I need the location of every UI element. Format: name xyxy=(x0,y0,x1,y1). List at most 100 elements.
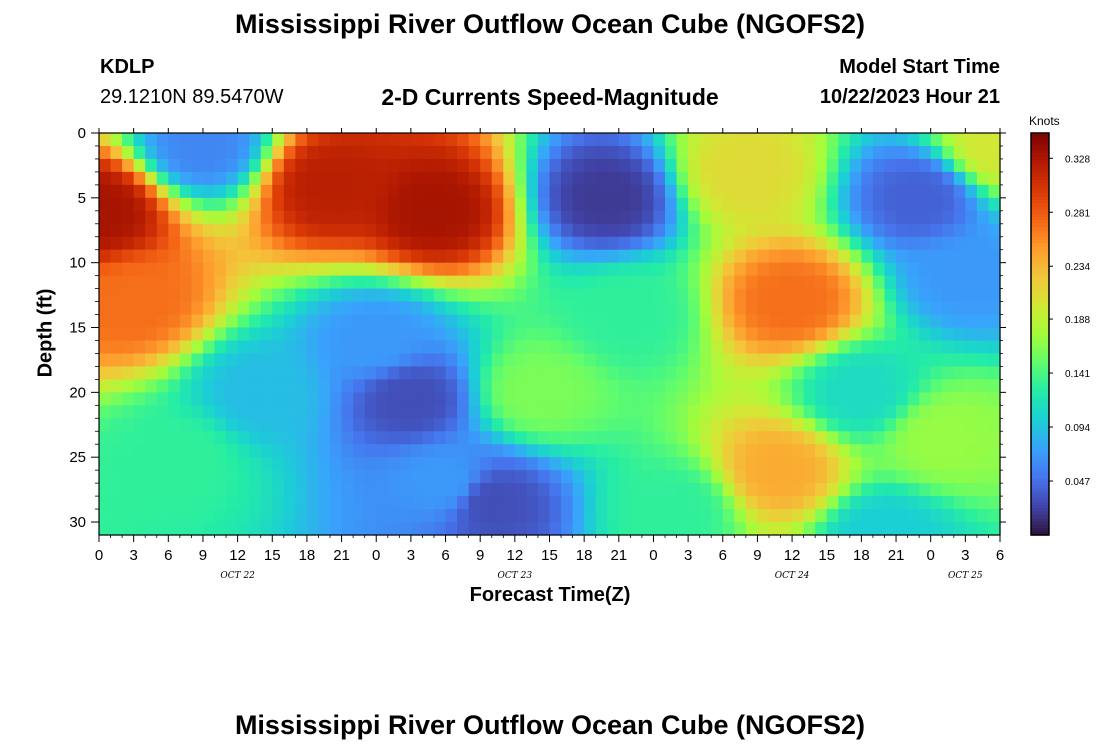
heatmap-cell xyxy=(953,431,966,445)
heatmap-cell xyxy=(480,236,493,251)
heatmap-cell xyxy=(353,509,366,523)
heatmap-cell xyxy=(110,262,123,277)
heatmap-cell xyxy=(422,379,435,393)
heatmap-cell xyxy=(826,223,839,238)
colorbar-segment xyxy=(1031,206,1049,211)
heatmap-cell xyxy=(468,184,481,199)
heatmap-cell xyxy=(618,275,631,290)
heatmap-cell xyxy=(919,353,932,368)
heatmap-cell xyxy=(861,262,874,277)
heatmap-cell xyxy=(191,509,204,523)
heatmap-cell xyxy=(341,444,354,458)
heatmap-cell xyxy=(584,145,597,160)
heatmap-cell xyxy=(942,509,955,523)
heatmap-cell xyxy=(353,236,366,251)
heatmap-cell xyxy=(757,249,770,264)
heatmap-cell xyxy=(260,314,273,329)
heatmap-cell xyxy=(376,496,389,510)
heatmap-cell xyxy=(295,301,308,316)
heatmap-cell xyxy=(457,275,470,290)
x-tick-label: 21 xyxy=(888,547,905,564)
heatmap-cell xyxy=(445,262,458,277)
heatmap-cell xyxy=(930,340,943,355)
heatmap-cell xyxy=(688,327,701,342)
heatmap-cell xyxy=(480,249,493,264)
y-tick-label: 5 xyxy=(78,190,86,207)
heatmap-cell xyxy=(653,405,666,419)
heatmap-cell xyxy=(318,184,331,199)
heatmap-cell xyxy=(422,431,435,445)
heatmap-cell xyxy=(387,184,400,199)
heatmap-cell xyxy=(179,340,193,355)
heatmap-cell xyxy=(838,496,851,510)
heatmap-cell xyxy=(468,483,481,497)
heatmap-cell xyxy=(272,366,285,380)
heatmap-cell xyxy=(699,522,712,536)
heatmap-cell xyxy=(214,236,227,251)
heatmap-cell xyxy=(491,133,504,147)
heatmap-cell xyxy=(630,483,643,497)
heatmap-cell xyxy=(976,210,990,225)
heatmap-cell xyxy=(445,171,458,186)
heatmap-cell xyxy=(468,327,481,342)
heatmap-cell xyxy=(653,353,666,368)
heatmap-cell xyxy=(318,210,331,225)
heatmap-cell xyxy=(353,210,366,225)
heatmap-cell xyxy=(896,522,909,536)
heatmap-cell xyxy=(214,314,227,329)
heatmap-cell xyxy=(757,145,770,160)
heatmap-cell xyxy=(976,262,990,277)
heatmap-cell xyxy=(757,379,770,393)
heatmap-cell xyxy=(295,353,308,368)
heatmap-cell xyxy=(306,431,320,445)
heatmap-cell xyxy=(457,522,470,536)
heatmap-cell xyxy=(953,133,966,147)
heatmap-cell xyxy=(838,158,851,173)
heatmap-cell xyxy=(387,418,400,432)
heatmap-cell xyxy=(445,223,458,238)
heatmap-cell xyxy=(445,457,458,471)
colorbar-segment xyxy=(1031,293,1049,298)
heatmap-cell xyxy=(907,522,920,536)
heatmap-cell xyxy=(711,223,724,238)
heatmap-cell xyxy=(410,197,424,212)
heatmap-cell xyxy=(295,158,308,173)
heatmap-cell xyxy=(237,457,250,471)
heatmap-cell xyxy=(168,262,181,277)
heatmap-cell xyxy=(561,158,574,173)
heatmap-cell xyxy=(410,405,424,419)
heatmap-cell xyxy=(572,171,585,186)
heatmap-cell xyxy=(537,262,551,277)
heatmap-cell xyxy=(295,392,308,406)
heatmap-cell xyxy=(399,522,412,536)
heatmap-cell xyxy=(641,327,655,342)
heatmap-cell xyxy=(399,133,412,147)
heatmap-cell xyxy=(953,392,966,406)
heatmap-cell xyxy=(884,470,897,484)
heatmap-cell xyxy=(110,522,123,536)
heatmap-cell xyxy=(572,496,585,510)
heatmap-cell xyxy=(584,405,597,419)
heatmap-cell xyxy=(561,171,574,186)
heatmap-cell xyxy=(537,223,551,238)
heatmap-cell xyxy=(803,340,816,355)
heatmap-cell xyxy=(965,236,978,251)
heatmap-cell xyxy=(803,249,816,264)
heatmap-cell xyxy=(630,236,643,251)
heatmap-cell xyxy=(930,405,943,419)
heatmap-cell xyxy=(433,262,447,277)
heatmap-cell xyxy=(156,236,169,251)
heatmap-cell xyxy=(99,340,112,355)
heatmap-cell xyxy=(295,522,308,536)
heatmap-cell xyxy=(491,249,504,264)
heatmap-cell xyxy=(757,418,770,432)
heatmap-cell xyxy=(179,184,193,199)
heatmap-cell xyxy=(399,353,412,368)
heatmap-cell xyxy=(295,366,308,380)
heatmap-cell xyxy=(364,288,377,303)
heatmap-cell xyxy=(468,133,481,147)
heatmap-cell xyxy=(561,184,574,199)
heatmap-cell xyxy=(341,522,354,536)
heatmap-cell xyxy=(561,457,574,471)
heatmap-cell xyxy=(676,223,689,238)
